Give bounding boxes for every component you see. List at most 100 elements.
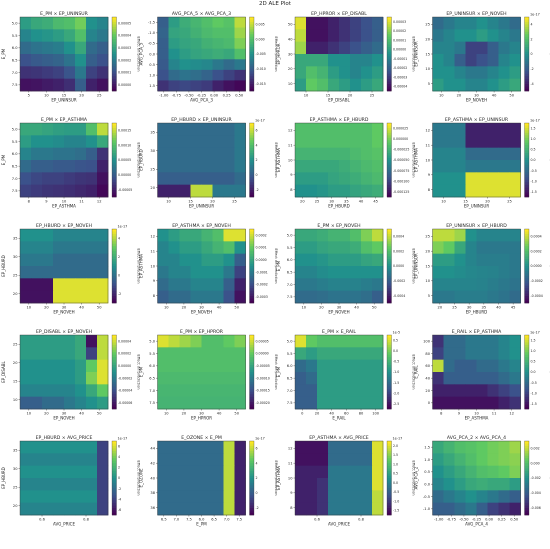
colorbar-segment: [524, 376, 529, 380]
heatmap-cell: [179, 372, 191, 385]
heatmap-cell: [42, 172, 54, 186]
y-tick-label: 5: [428, 82, 430, 86]
heatmap-cell: [465, 359, 477, 373]
heatmap-cell: [31, 29, 43, 43]
heatmap-cell: [97, 478, 109, 491]
heatmap-cell: [179, 147, 191, 161]
x-tick-label: 0.50: [510, 518, 519, 522]
colorbar-segment: [524, 298, 529, 301]
heatmap-cell: [372, 29, 384, 43]
colorbar-segment: [524, 253, 529, 257]
heatmap-cell: [328, 184, 340, 198]
colorbar-segment: [524, 473, 529, 476]
x-axis-label: AVG_PRICE: [53, 522, 75, 527]
colorbar-segment: [524, 372, 529, 375]
heatmap-cell: [372, 123, 384, 136]
heatmap-cell: [42, 278, 54, 292]
heatmap-cell: [31, 253, 43, 267]
y-axis-label: E_PM: [139, 366, 144, 377]
colorbar-segment: [524, 354, 529, 358]
colorbar-segment: [387, 450, 392, 454]
heatmap-cell: [372, 17, 384, 30]
y-tick-label: 12: [150, 235, 155, 239]
colorbar-label: Effect on prediction: [412, 460, 416, 495]
heatmap-cell: [168, 172, 180, 186]
heatmap-cell: [31, 54, 43, 67]
heatmap-cell: [75, 453, 87, 467]
heatmap-cell: [223, 229, 235, 242]
heatmap-cell: [234, 172, 246, 186]
heatmap-cell: [372, 384, 384, 398]
x-tick-label: 50: [372, 306, 377, 310]
x-tick-label: 30: [337, 306, 342, 310]
heatmap-cell: [432, 229, 444, 242]
colorbar-segment: [524, 445, 529, 449]
heatmap-cell: [498, 347, 510, 361]
x-tick-label: 30: [199, 412, 204, 416]
x-tick-label: 20: [457, 94, 462, 98]
x-tick-label: 0.00: [485, 518, 494, 522]
heatmap-cell: [179, 241, 191, 255]
heatmap-cell: [168, 135, 180, 149]
heatmap-cell: [53, 453, 65, 467]
colorbar-frame: [386, 228, 392, 304]
colorbar-segment: [249, 29, 254, 33]
colorbar-tick-label: 4: [256, 143, 258, 147]
heatmap-cell: [339, 54, 351, 67]
heatmap-cell: [295, 123, 307, 136]
heatmap-cell: [212, 278, 224, 292]
heatmap-cell: [306, 135, 318, 149]
colorbar-segment: [524, 502, 529, 506]
heatmap-cell: [201, 490, 213, 504]
x-tick-label: 30: [62, 306, 67, 310]
heatmap-cell: [157, 453, 169, 467]
heatmap-cell: [223, 80, 235, 92]
heatmap-cell: [454, 266, 466, 279]
colorbar-segment: [387, 384, 392, 388]
colorbar-segment: [524, 231, 529, 235]
colorbar-frame: [524, 228, 530, 304]
heatmap-cell: [64, 372, 76, 385]
heatmap-cell: [20, 17, 32, 30]
colorbar-segment: [524, 500, 529, 503]
colorbar-segment: [524, 26, 529, 30]
heatmap-cell: [53, 502, 65, 516]
y-tick-label: 5.0: [12, 127, 18, 131]
colorbar-segment: [112, 507, 117, 511]
colorbar-tick-label: 0.00003: [393, 20, 406, 24]
heatmap-cell: [75, 229, 87, 242]
colorbar-tick-label: -1.0: [393, 499, 399, 503]
heatmap-cell: [234, 17, 246, 28]
heatmap-cell: [317, 278, 329, 292]
heatmap-cell: [487, 123, 499, 136]
heatmap-cell: [339, 396, 351, 410]
colorbar-tick-label: 0.0: [531, 158, 536, 162]
colorbar-tick-label: 2: [118, 255, 120, 259]
heatmap-cell: [234, 465, 246, 479]
colorbar-segment: [524, 17, 529, 20]
x-tick-label: 10: [304, 94, 309, 98]
heatmap-cell: [454, 172, 466, 186]
colorbar-segment: [387, 125, 392, 129]
colorbar-segment: [112, 39, 117, 42]
colorbar-segment: [112, 152, 117, 156]
heatmap-cell: [168, 69, 180, 81]
y-tick-label: 1.0: [149, 73, 155, 77]
colorbar-segment: [387, 127, 392, 131]
heatmap-cell: [64, 54, 76, 67]
colorbar-segment: [249, 182, 254, 185]
heatmap-cell: [306, 335, 318, 348]
colorbar-segment: [524, 485, 529, 489]
heatmap-cell: [509, 347, 521, 361]
heatmap-cell: [42, 253, 54, 267]
heatmap-cell: [454, 465, 466, 479]
heatmap-cell: [86, 172, 98, 186]
heatmap-cell: [361, 384, 373, 398]
colorbar-segment: [249, 347, 254, 351]
heatmap-cell: [339, 184, 351, 198]
x-tick-label: -0.25: [197, 94, 206, 98]
colorbar-segment: [524, 39, 529, 42]
heatmap-cell: [432, 78, 444, 92]
